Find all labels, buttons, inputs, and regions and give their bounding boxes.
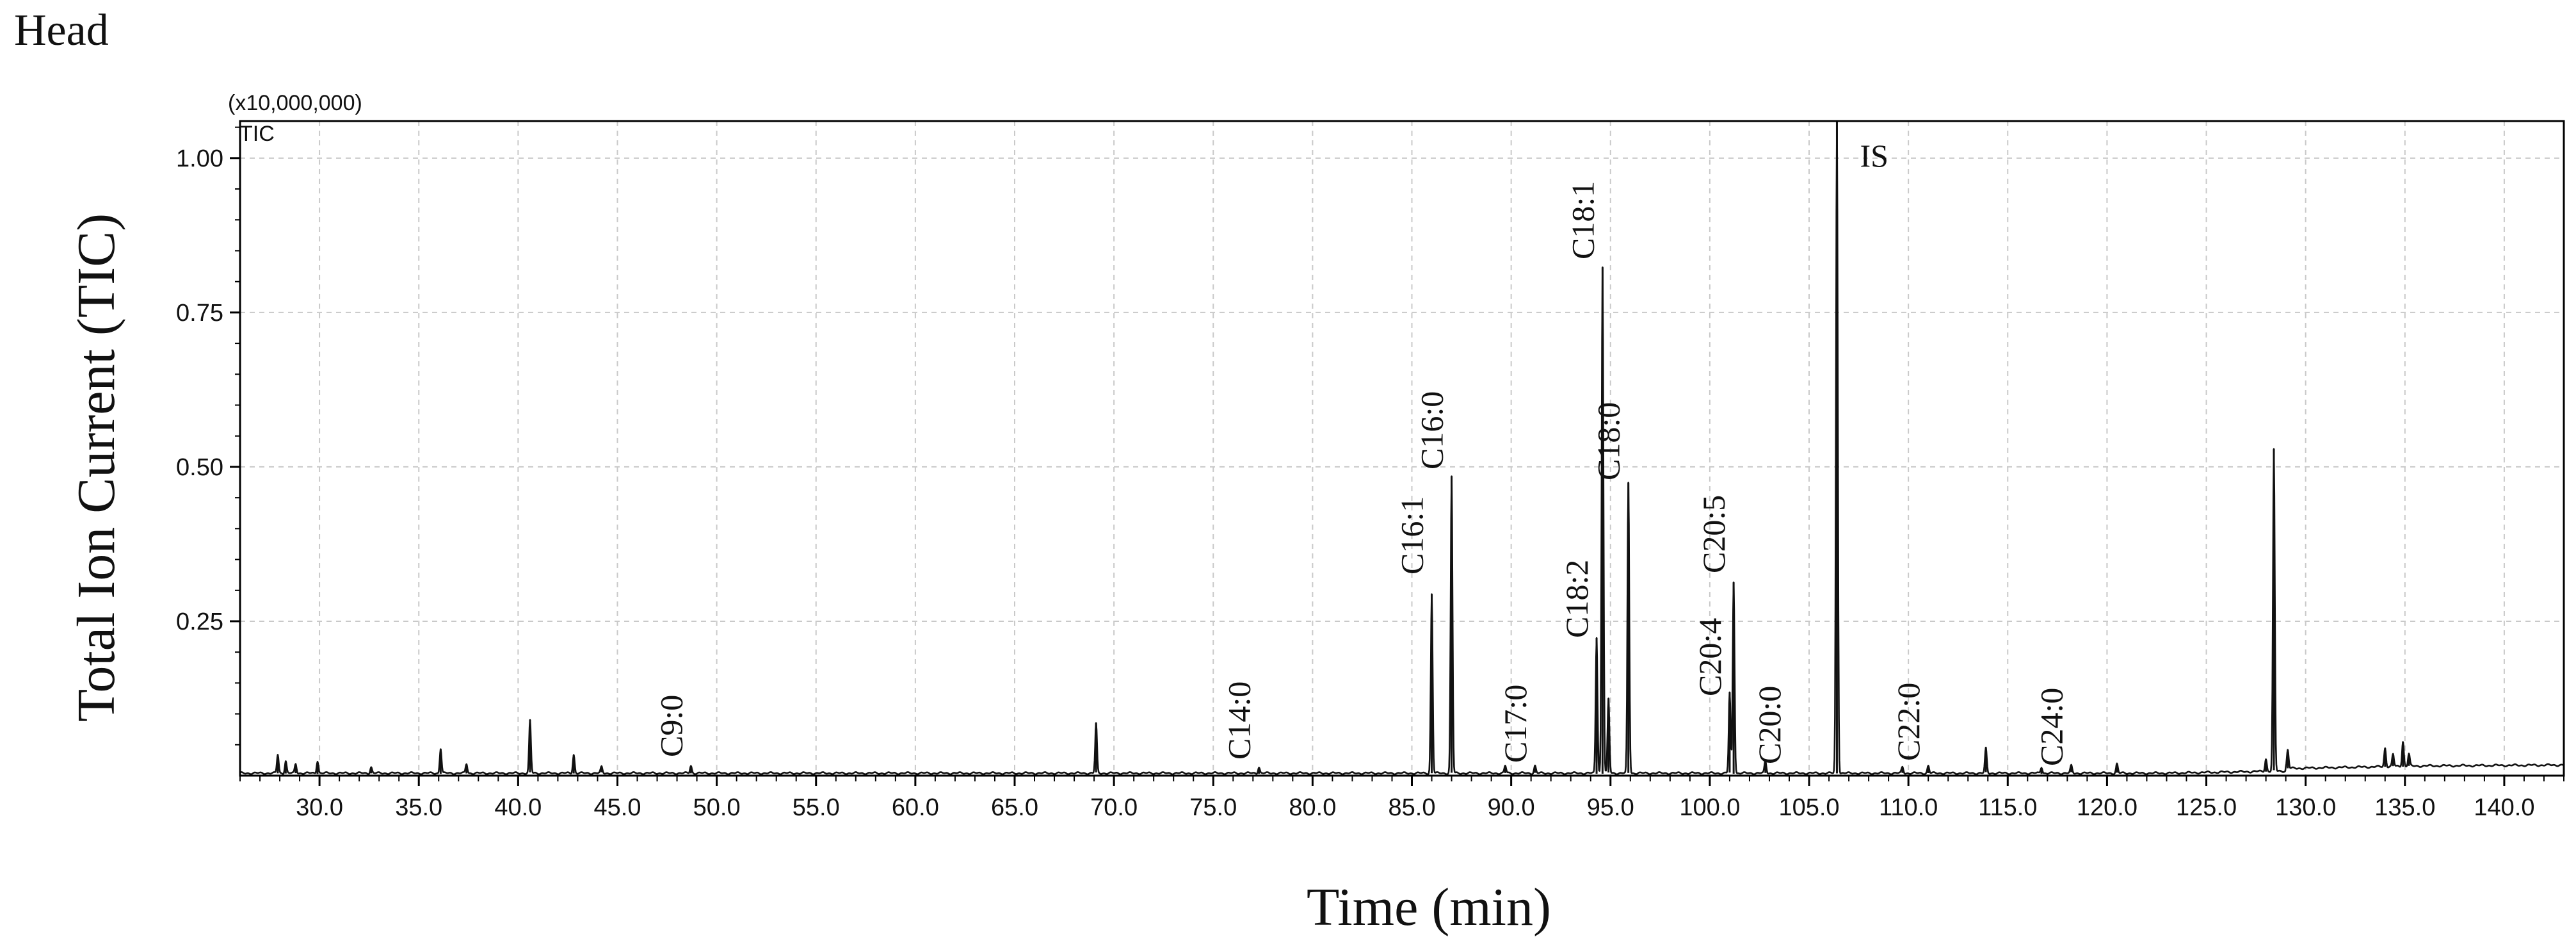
x-tick-label: 70.0 [1090, 794, 1138, 821]
x-tick-label: 125.0 [2176, 794, 2237, 821]
annotation-label: IS [1860, 138, 1888, 174]
x-tick-label: 115.0 [1978, 794, 2037, 821]
annotation-label: C22:0 [1890, 683, 1926, 761]
x-tick-label: 30.0 [296, 794, 343, 821]
y-tick-label: 1.00 [176, 145, 223, 172]
y-tick-label: 0.50 [176, 454, 223, 481]
trace-label: TIC [239, 122, 275, 146]
x-tick-label: 110.0 [1879, 794, 1938, 821]
x-tick-label: 130.0 [2275, 794, 2336, 821]
annotation-label: C18:2 [1559, 560, 1595, 638]
x-tick-label: 75.0 [1189, 794, 1237, 821]
annotation-label: C24:0 [2034, 688, 2070, 766]
x-tick-label: 55.0 [793, 794, 840, 821]
annotation-label: C9:0 [653, 695, 689, 757]
x-tick-label: 100.0 [1679, 794, 1740, 821]
x-tick-label: 90.0 [1488, 794, 1535, 821]
x-tick-label: 60.0 [892, 794, 939, 821]
x-tick-label: 135.0 [2374, 794, 2435, 821]
peak-annotations: C9:0 C14:0 C16:1 C16:0 C17:0 C18:2 C18:1 C18:0 C… [653, 138, 2069, 766]
x-tick-label: 40.0 [494, 794, 542, 821]
annotation-label: C18:0 [1591, 402, 1627, 480]
plot-frame [239, 120, 2565, 777]
annotation-label: C16:0 [1414, 391, 1450, 469]
x-tick-label: 105.0 [1778, 794, 1839, 821]
annotation-label: C16:1 [1394, 496, 1430, 575]
y-tick-label: 0.25 [176, 608, 223, 635]
tic-series-line [239, 120, 2564, 776]
annotation-label: C20:5 [1696, 495, 1732, 573]
x-tick-label: 35.0 [395, 794, 442, 821]
x-tick-label: 85.0 [1389, 794, 1436, 821]
x-tick-label: 95.0 [1587, 794, 1634, 821]
x-tick-label: 45.0 [594, 794, 641, 821]
annotation-label: C20:4 [1692, 618, 1728, 696]
y-axis-title: Total Ion Current (TIC) [67, 213, 126, 722]
x-tick-label: 120.0 [2077, 794, 2137, 821]
annotation-label: C20:0 [1751, 686, 1787, 764]
grid-lines [240, 121, 2564, 776]
annotation-label: C18:1 [1565, 181, 1600, 259]
annotation-label: C17:0 [1497, 685, 1533, 763]
x-axis-title: Time (min) [1307, 877, 1551, 937]
x-tick-label: 140.0 [2474, 794, 2534, 821]
x-tick-label: 65.0 [991, 794, 1038, 821]
panel-title: Head [14, 6, 109, 55]
x-tick-label: 80.0 [1289, 794, 1336, 821]
tick-labels: 30.0 35.0 40.0 45.0 50.0 55.0 60.0 65.0 70.0 75.0… [176, 145, 2534, 821]
annotation-label: C14:0 [1221, 681, 1257, 760]
tic-trace [239, 120, 2564, 776]
scale-note: (x10,000,000) [228, 91, 362, 115]
axis-ticks [230, 126, 2564, 786]
x-tick-label: 50.0 [693, 794, 741, 821]
y-tick-label: 0.75 [176, 300, 223, 327]
